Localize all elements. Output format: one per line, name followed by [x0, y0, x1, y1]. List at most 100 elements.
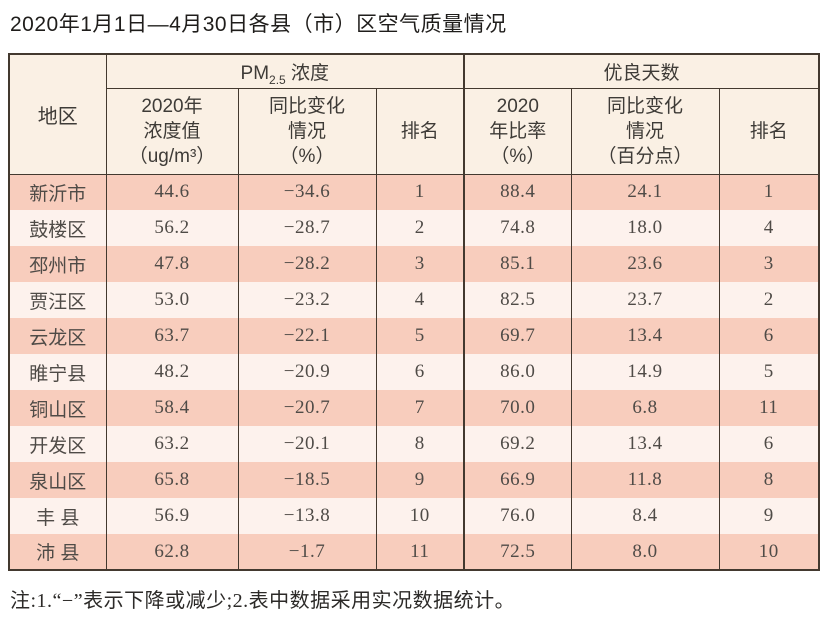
header-line: 情况: [287, 120, 326, 142]
cell-pm-value: 44.6: [105, 174, 238, 210]
cell-pm-rank: 3: [375, 246, 465, 282]
cell-pm-change: −23.2: [237, 282, 376, 318]
cell-gd-rank: 9: [718, 498, 820, 534]
cell-gd-rank: 5: [718, 354, 820, 390]
cell-gd-rate: 82.5: [463, 282, 572, 318]
cell-region: 睢宁县: [8, 354, 106, 390]
header-gd-change: 同比变化 情况 （百分点）: [570, 88, 720, 175]
cell-gd-change: 13.4: [570, 426, 720, 462]
cell-gd-rank: 8: [718, 462, 820, 498]
header-line: 2020: [496, 95, 539, 117]
cell-region: 沛 县: [8, 534, 106, 570]
table-row: 丰 县 56.9 −13.8 10 76.0 8.4 9: [8, 498, 820, 534]
header-line: 浓度值: [143, 120, 201, 142]
cell-region: 贾汪区: [8, 282, 106, 318]
cell-gd-rate: 70.0: [463, 390, 572, 426]
table-row: 云龙区 63.7 −22.1 5 69.7 13.4 6: [8, 318, 820, 354]
cell-pm-value: 63.7: [105, 318, 238, 354]
header-pm-rank: 排名: [375, 88, 465, 175]
cell-pm-change: −28.2: [237, 246, 376, 282]
cell-gd-rate: 85.1: [463, 246, 572, 282]
table-row: 开发区 63.2 −20.1 8 69.2 13.4 6: [8, 426, 820, 462]
cell-pm-change: −28.7: [237, 210, 376, 246]
cell-gd-rate: 74.8: [463, 210, 572, 246]
footnote: 注:1.“−”表示下降或减少;2.表中数据采用实况数据统计。: [10, 590, 516, 612]
cell-gd-change: 23.7: [570, 282, 720, 318]
cell-pm-change: −13.8: [237, 498, 376, 534]
pm-subscript: 2.5: [269, 72, 286, 87]
header-line: （%）: [279, 145, 335, 167]
cell-gd-rank: 4: [718, 210, 820, 246]
cell-pm-change: −34.6: [237, 174, 376, 210]
air-quality-table: 地区 PM2.5 浓度 优良天数 2020年 浓度值 （ug/m³） 同比变化 …: [8, 53, 821, 571]
cell-pm-value: 47.8: [105, 246, 238, 282]
header-gd-rank: 排名: [718, 88, 820, 175]
cell-pm-rank: 9: [375, 462, 465, 498]
table-row: 邳州市 47.8 −28.2 3 85.1 23.6 3: [8, 246, 820, 282]
header-line: （%）: [490, 145, 546, 167]
cell-pm-change: −22.1: [237, 318, 376, 354]
cell-pm-rank: 7: [375, 390, 465, 426]
cell-pm-rank: 8: [375, 426, 465, 462]
cell-gd-change: 8.4: [570, 498, 720, 534]
cell-pm-change: −20.9: [237, 354, 376, 390]
header-line: 情况: [626, 120, 665, 142]
cell-pm-rank: 2: [375, 210, 465, 246]
cell-gd-change: 11.8: [570, 462, 720, 498]
cell-pm-rank: 10: [375, 498, 465, 534]
cell-pm-rank: 11: [375, 534, 465, 570]
page-title: 2020年1月1日—4月30日各县（市）区空气质量情况: [10, 13, 507, 36]
header-pm-change: 同比变化 情况 （%）: [237, 88, 376, 175]
table-row: 铜山区 58.4 −20.7 7 70.0 6.8 11: [8, 390, 820, 426]
cell-gd-change: 24.1: [570, 174, 720, 210]
header-line: 同比变化: [607, 95, 684, 117]
cell-gd-rate: 86.0: [463, 354, 572, 390]
table-body: 新沂市 44.6 −34.6 1 88.4 24.1 1 鼓楼区 56.2 −28.7 2 74.8 1…: [8, 174, 820, 570]
pm-suffix: 浓度: [285, 62, 329, 84]
cell-pm-value: 63.2: [105, 426, 238, 462]
cell-pm-value: 53.0: [105, 282, 238, 318]
header-good-days-section: 优良天数: [463, 54, 820, 89]
header-line: （ug/m³）: [128, 145, 216, 167]
cell-region: 泉山区: [8, 462, 106, 498]
header-gd-rate: 2020 年比率 （%）: [463, 88, 572, 175]
cell-region: 云龙区: [8, 318, 106, 354]
header-pm-value: 2020年 浓度值 （ug/m³）: [105, 88, 238, 175]
header-region: 地区: [8, 54, 106, 175]
cell-pm-rank: 1: [375, 174, 465, 210]
cell-pm-rank: 6: [375, 354, 465, 390]
table-header: 地区 PM2.5 浓度 优良天数 2020年 浓度值 （ug/m³） 同比变化 …: [8, 54, 820, 175]
cell-pm-rank: 4: [375, 282, 465, 318]
cell-region: 丰 县: [8, 498, 106, 534]
cell-pm-value: 56.9: [105, 498, 238, 534]
cell-gd-rate: 66.9: [463, 462, 572, 498]
table-row: 沛 县 62.8 −1.7 11 72.5 8.0 10: [8, 534, 820, 570]
table-row: 鼓楼区 56.2 −28.7 2 74.8 18.0 4: [8, 210, 820, 246]
cell-gd-rate: 72.5: [463, 534, 572, 570]
pm-label: PM: [240, 62, 270, 84]
cell-gd-rate: 69.2: [463, 426, 572, 462]
cell-gd-rate: 76.0: [463, 498, 572, 534]
cell-pm-value: 65.8: [105, 462, 238, 498]
cell-pm-value: 56.2: [105, 210, 238, 246]
cell-gd-change: 8.0: [570, 534, 720, 570]
header-line: 年比率: [489, 120, 547, 142]
cell-gd-rank: 6: [718, 426, 820, 462]
cell-pm-change: −20.1: [237, 426, 376, 462]
table-row: 贾汪区 53.0 −23.2 4 82.5 23.7 2: [8, 282, 820, 318]
cell-pm-change: −20.7: [237, 390, 376, 426]
header-line: 2020年: [141, 95, 203, 117]
cell-pm-value: 58.4: [105, 390, 238, 426]
cell-gd-rank: 1: [718, 174, 820, 210]
cell-region: 开发区: [8, 426, 106, 462]
cell-region: 鼓楼区: [8, 210, 106, 246]
cell-pm-change: −18.5: [237, 462, 376, 498]
cell-pm-rank: 5: [375, 318, 465, 354]
cell-gd-rate: 69.7: [463, 318, 572, 354]
table-row: 新沂市 44.6 −34.6 1 88.4 24.1 1: [8, 174, 820, 210]
cell-gd-change: 18.0: [570, 210, 720, 246]
cell-gd-rank: 3: [718, 246, 820, 282]
cell-region: 铜山区: [8, 390, 106, 426]
cell-region: 邳州市: [8, 246, 106, 282]
